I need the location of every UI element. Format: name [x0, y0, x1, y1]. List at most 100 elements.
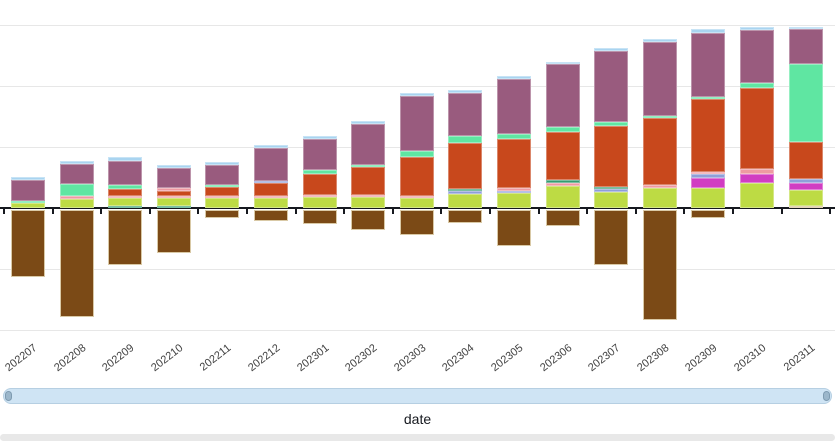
- bar-segment-light_blue[interactable]: [205, 162, 240, 165]
- bar-segment-purple[interactable]: [545, 64, 580, 127]
- bar-segment-light_blue[interactable]: [156, 165, 191, 168]
- bar-segment-teal[interactable]: [156, 206, 191, 208]
- bar-segment-yellow_green[interactable]: [594, 192, 629, 208]
- bar-segment-orange_red[interactable]: [691, 99, 726, 172]
- bar-segment-salmon[interactable]: [156, 188, 191, 191]
- bar-segment-brown-negative[interactable]: [545, 210, 580, 226]
- bar-segment-yellow_green[interactable]: [156, 198, 191, 206]
- bar-segment-brown-negative[interactable]: [254, 210, 288, 221]
- bar-segment-purple[interactable]: [108, 161, 143, 185]
- bar-segment-yellow_green[interactable]: [205, 198, 240, 208]
- bar-segment-mint[interactable]: [108, 185, 143, 189]
- bar-segment-salmon[interactable]: [399, 196, 434, 198]
- bar-segment-light_blue[interactable]: [11, 177, 45, 180]
- bar-segment-orange_red[interactable]: [642, 118, 677, 185]
- bar-segment-light_blue[interactable]: [254, 145, 288, 148]
- bar-segment-orange_red[interactable]: [740, 88, 774, 169]
- bar-segment-salmon[interactable]: [59, 196, 94, 199]
- bar-segment-lavender[interactable]: [497, 191, 531, 193]
- bar-segment-lavender[interactable]: [594, 189, 629, 192]
- bar-segment-yellow_green[interactable]: [351, 197, 386, 208]
- bar-segment-yellow_green[interactable]: [788, 190, 823, 206]
- bar-segment-light_blue[interactable]: [108, 157, 143, 161]
- bar-segment-salmon[interactable]: [642, 185, 677, 188]
- bar-segment-mint[interactable]: [59, 184, 94, 196]
- bar-segment-mint[interactable]: [642, 116, 677, 118]
- bar-segment-mint[interactable]: [691, 97, 726, 99]
- bar-segment-salmon[interactable]: [691, 172, 726, 174]
- bar-segment-yellow_green[interactable]: [59, 199, 94, 208]
- bar-segment-orange_red[interactable]: [545, 132, 580, 180]
- bar-segment-light_blue[interactable]: [351, 121, 386, 124]
- bar-segment-light_blue[interactable]: [691, 29, 726, 33]
- bar-segment-purple[interactable]: [302, 139, 337, 170]
- bar-segment-yellow_green[interactable]: [545, 186, 580, 208]
- bar-segment-light_blue[interactable]: [545, 62, 580, 64]
- bar-segment-purple[interactable]: [156, 168, 191, 188]
- bar-segment-mint[interactable]: [740, 83, 774, 88]
- bar-segment-orange_red[interactable]: [108, 189, 143, 196]
- bar-segment-lavender[interactable]: [254, 181, 288, 183]
- bar-segment-purple[interactable]: [399, 96, 434, 151]
- bar-segment-brown-negative[interactable]: [302, 210, 337, 224]
- slider-handle-right[interactable]: [823, 391, 830, 401]
- bar-segment-teal[interactable]: [108, 206, 143, 208]
- bar-segment-yellow_green[interactable]: [448, 194, 483, 208]
- bar-segment-mint[interactable]: [448, 136, 483, 143]
- bar-segment-purple[interactable]: [788, 29, 823, 64]
- bar-segment-orange_red[interactable]: [205, 187, 240, 196]
- bar-segment-purple[interactable]: [351, 124, 386, 165]
- bar-segment-magenta[interactable]: [691, 178, 726, 188]
- horizontal-scrollbar[interactable]: [0, 434, 835, 441]
- bar-segment-mint[interactable]: [399, 151, 434, 157]
- bar-segment-lavender[interactable]: [448, 191, 483, 194]
- bar-segment-salmon[interactable]: [302, 195, 337, 197]
- bar-segment-brown-negative[interactable]: [497, 210, 531, 246]
- bar-segment-magenta[interactable]: [740, 174, 774, 183]
- bar-segment-brown-negative[interactable]: [399, 210, 434, 235]
- bar-segment-teal[interactable]: [545, 180, 580, 183]
- bar-segment-yellow_green[interactable]: [108, 198, 143, 206]
- bar-segment-salmon[interactable]: [351, 195, 386, 197]
- bar-segment-brown-negative[interactable]: [351, 210, 386, 230]
- bar-segment-mint[interactable]: [302, 170, 337, 174]
- bar-segment-salmon[interactable]: [497, 188, 531, 191]
- bar-segment-brown-negative[interactable]: [11, 210, 45, 277]
- bar-segment-brown-negative[interactable]: [59, 210, 94, 317]
- bar-segment-brown-negative[interactable]: [594, 210, 629, 265]
- bar-segment-orange_red[interactable]: [594, 126, 629, 187]
- bar-segment-brown-negative[interactable]: [691, 210, 726, 218]
- bar-segment-teal[interactable]: [448, 189, 483, 191]
- bar-segment-light_blue[interactable]: [497, 76, 531, 79]
- bar-segment-light_blue[interactable]: [788, 27, 823, 29]
- bar-segment-purple[interactable]: [11, 180, 45, 201]
- bar-segment-brown-negative[interactable]: [448, 210, 483, 223]
- bar-segment-brown-negative[interactable]: [156, 210, 191, 253]
- bar-segment-salmon[interactable]: [156, 196, 191, 198]
- bar-segment-mint[interactable]: [497, 134, 531, 139]
- bar-segment-light_blue[interactable]: [740, 27, 774, 30]
- bar-segment-light_blue[interactable]: [59, 161, 94, 164]
- bar-segment-lavender[interactable]: [691, 174, 726, 178]
- bar-segment-mint[interactable]: [594, 122, 629, 126]
- bar-segment-salmon[interactable]: [108, 196, 143, 198]
- bar-segment-salmon[interactable]: [545, 183, 580, 186]
- bar-segment-light_blue[interactable]: [399, 93, 434, 96]
- bar-segment-purple[interactable]: [642, 42, 677, 116]
- bar-segment-purple[interactable]: [254, 148, 288, 181]
- bar-segment-mint[interactable]: [205, 185, 240, 187]
- bar-segment-brown-negative[interactable]: [205, 210, 240, 218]
- bar-segment-mint[interactable]: [351, 165, 386, 167]
- bar-segment-purple[interactable]: [740, 30, 774, 83]
- bar-segment-salmon[interactable]: [205, 196, 240, 198]
- bar-segment-lavender[interactable]: [788, 179, 823, 183]
- bar-segment-brown-negative[interactable]: [642, 210, 677, 320]
- bar-segment-salmon[interactable]: [254, 196, 288, 198]
- bar-segment-orange_red[interactable]: [302, 174, 337, 195]
- bar-segment-mint[interactable]: [545, 127, 580, 132]
- date-range-slider[interactable]: [3, 388, 832, 404]
- bar-segment-orange_red[interactable]: [399, 157, 434, 196]
- bar-segment-purple[interactable]: [205, 165, 240, 185]
- bar-segment-yellow_green[interactable]: [497, 193, 531, 208]
- bar-segment-yellow_green[interactable]: [399, 198, 434, 208]
